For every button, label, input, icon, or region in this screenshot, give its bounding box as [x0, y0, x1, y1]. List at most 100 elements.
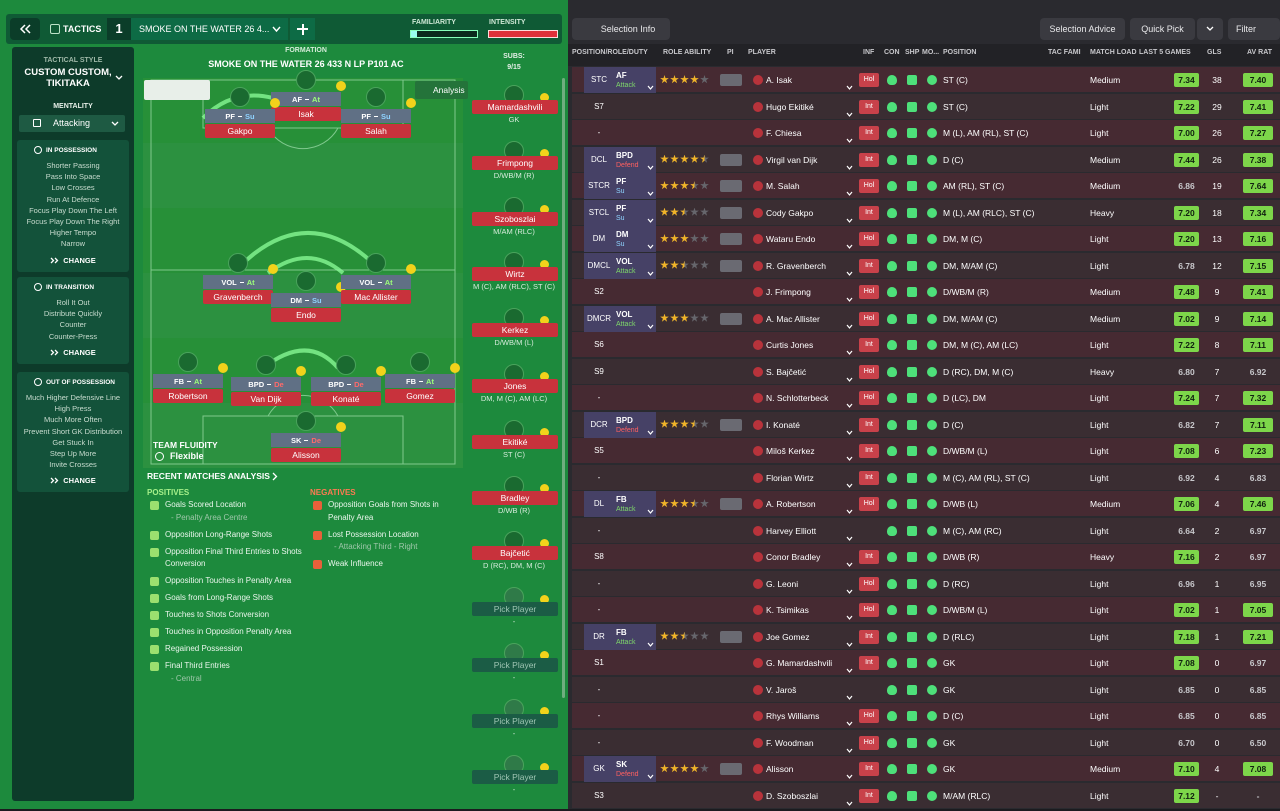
role-dropdown[interactable] — [647, 77, 654, 95]
sub-name[interactable]: Pick Player — [472, 602, 558, 617]
role-box[interactable]: DM Su — [271, 293, 341, 307]
player-dropdown[interactable] — [846, 289, 853, 307]
player-name[interactable]: Harvey Elliott — [766, 525, 817, 536]
role-dropdown[interactable] — [647, 316, 654, 334]
pi-icon[interactable] — [720, 153, 742, 166]
sub-name[interactable]: Wirtz — [472, 267, 558, 282]
player-name[interactable]: A. Mac Allister — [766, 313, 820, 324]
sub-name[interactable]: Jones — [472, 379, 558, 393]
role-dropdown[interactable] — [647, 263, 654, 281]
player-dropdown[interactable] — [846, 77, 853, 95]
pitch-view-toggle[interactable] — [144, 80, 210, 100]
column-header[interactable]: POSITION/ROLE/DUTY — [572, 49, 648, 56]
player-dropdown[interactable] — [846, 581, 853, 599]
pi-icon[interactable] — [720, 74, 742, 86]
player-row[interactable]: - N. Schlotterbeck Hol D (LC), DM Light 7.24 7… — [572, 385, 1280, 411]
player-row[interactable]: - Florian Wirtz Int M (C), AM (RL), ST (C) L… — [572, 464, 1280, 491]
player-dropdown[interactable] — [846, 501, 853, 519]
pi-icon[interactable] — [720, 233, 742, 245]
column-header[interactable]: ROLE ABILITY — [663, 49, 712, 56]
scrollbar[interactable] — [562, 78, 565, 698]
player-row[interactable]: STCL PF Su Cody Gakpo Int M (L), AM (RLC), ST… — [572, 199, 1280, 228]
player-name[interactable]: Miloš Kerkez — [766, 446, 815, 456]
player-name[interactable]: I. Konaté — [766, 419, 801, 430]
player-row[interactable]: - F. Woodman Hol GK Light 6.70 0 6.50 — [572, 729, 1280, 758]
player-name[interactable]: S. Bajčetić — [766, 366, 807, 377]
player-dropdown[interactable] — [846, 634, 853, 652]
column-header[interactable]: SHP — [905, 49, 920, 56]
player-row[interactable]: DCR BPD Defend I. Konaté Int D (C) Light 6.82 7 7… — [572, 411, 1280, 438]
player-row[interactable]: GK SK Defend Alisson Int GK Medium 7.10 4 7.08 — [572, 756, 1280, 782]
pi-icon[interactable] — [720, 763, 742, 775]
role-box[interactable]: SK De — [271, 433, 341, 447]
player-row[interactable]: S8 Conor Bradley Int D/WB (R) Heavy 7.16 2 6.97 — [572, 544, 1280, 570]
player-dropdown[interactable] — [846, 369, 853, 387]
player-dropdown[interactable] — [846, 342, 853, 360]
column-header[interactable]: TAC FAMI — [1048, 49, 1081, 56]
player-name[interactable]: R. Gravenberch — [766, 260, 826, 271]
filter-button[interactable]: Filter — [1228, 18, 1280, 40]
column-header[interactable]: GLS — [1207, 49, 1222, 56]
player-dropdown[interactable] — [846, 740, 853, 758]
player-dropdown[interactable] — [846, 395, 853, 413]
pi-icon[interactable] — [720, 180, 742, 192]
role-box[interactable]: VOL At — [203, 275, 273, 289]
change-button[interactable]: CHANGE — [20, 348, 126, 357]
role-box[interactable]: PF Su — [341, 109, 411, 123]
column-header[interactable]: PLAYER — [748, 49, 776, 56]
player-dropdown[interactable] — [846, 607, 853, 625]
player-name[interactable]: Isak — [271, 107, 341, 121]
player-dropdown[interactable] — [846, 554, 853, 572]
player-name[interactable]: J. Frimpong — [766, 287, 811, 297]
quick-pick-menu[interactable] — [1197, 18, 1223, 40]
player-name[interactable]: Gomez — [385, 389, 455, 403]
player-dropdown[interactable] — [846, 157, 853, 175]
player-row[interactable]: S7 Hugo Ekitiké Int ST (C) Light 7.22 29 7.41 — [572, 93, 1280, 120]
player-name[interactable]: Cody Gakpo — [766, 207, 814, 218]
role-dropdown[interactable] — [647, 183, 654, 201]
role-box[interactable]: AF At — [271, 92, 341, 106]
pi-icon[interactable] — [720, 206, 742, 219]
role-box[interactable]: FB At — [385, 374, 455, 388]
player-row[interactable]: DMCR VOL Attack A. Mac Allister Hol DM, M/AM … — [572, 305, 1280, 334]
pi-icon[interactable] — [720, 312, 742, 325]
player-name[interactable]: Wataru Endo — [766, 234, 816, 244]
role-box[interactable]: PF Su — [205, 109, 275, 123]
player-name[interactable]: Rhys Williams — [766, 711, 820, 721]
player-row[interactable]: - G. Leoni Hol D (RC) Light 6.96 1 6.95 — [572, 570, 1280, 599]
player-name[interactable]: Gakpo — [205, 124, 275, 138]
player-dropdown[interactable] — [846, 210, 853, 228]
player-row[interactable]: S1 G. Mamardashvili Int GK Light 7.08 0 6.97 — [572, 650, 1280, 676]
player-name[interactable]: F. Chiesa — [766, 128, 802, 138]
player-name[interactable]: G. Mamardashvili — [766, 658, 833, 668]
column-header[interactable]: CON — [884, 49, 900, 56]
change-button[interactable]: CHANGE — [20, 476, 126, 485]
player-dropdown[interactable] — [846, 687, 853, 705]
player-name[interactable]: G. Leoni — [766, 578, 799, 589]
player-name[interactable]: V. Jaroš — [766, 684, 797, 695]
role-box[interactable]: BPD De — [231, 377, 301, 391]
player-row[interactable]: S9 S. Bajčetić Hol D (RC), DM, M (C) Heavy 6.… — [572, 358, 1280, 387]
player-row[interactable]: - V. Jaroš GK Light 6.85 0 6.85 — [572, 676, 1280, 705]
role-dropdown[interactable] — [647, 157, 654, 175]
player-name[interactable]: Curtis Jones — [766, 340, 814, 350]
player-name[interactable]: Alisson — [766, 764, 794, 774]
player-row[interactable]: - Harvey Elliott M (C), AM (RC) Light 6.64 2 6… — [572, 517, 1280, 544]
player-row[interactable]: - F. Chiesa Int M (L), AM (RL), ST (C) Light… — [572, 120, 1280, 146]
player-name[interactable]: K. Tsimikas — [766, 605, 809, 615]
column-header[interactable]: AV RAT — [1247, 49, 1273, 56]
player-dropdown[interactable] — [846, 793, 853, 811]
player-name[interactable]: Alisson — [271, 448, 341, 462]
player-name[interactable]: Konaté — [311, 392, 381, 406]
role-box[interactable]: FB At — [153, 374, 223, 388]
player-row[interactable]: S6 Curtis Jones Int DM, M (C), AM (LC) Light… — [572, 332, 1280, 358]
player-name[interactable]: Conor Bradley — [766, 552, 821, 562]
player-dropdown[interactable] — [846, 130, 853, 148]
pi-icon[interactable] — [720, 630, 742, 643]
column-header[interactable]: MATCH LOAD — [1090, 49, 1137, 56]
back-button[interactable] — [10, 18, 40, 40]
player-name[interactable]: Endo — [271, 308, 341, 322]
role-box[interactable]: BPD De — [311, 377, 381, 391]
player-row[interactable]: DM DM Su Wataru Endo Hol DM, M (C) Light 7.20 13… — [572, 226, 1280, 252]
player-row[interactable]: S5 Miloš Kerkez Int D/WB/M (L) Light 7.08 6 7.2… — [572, 438, 1280, 464]
